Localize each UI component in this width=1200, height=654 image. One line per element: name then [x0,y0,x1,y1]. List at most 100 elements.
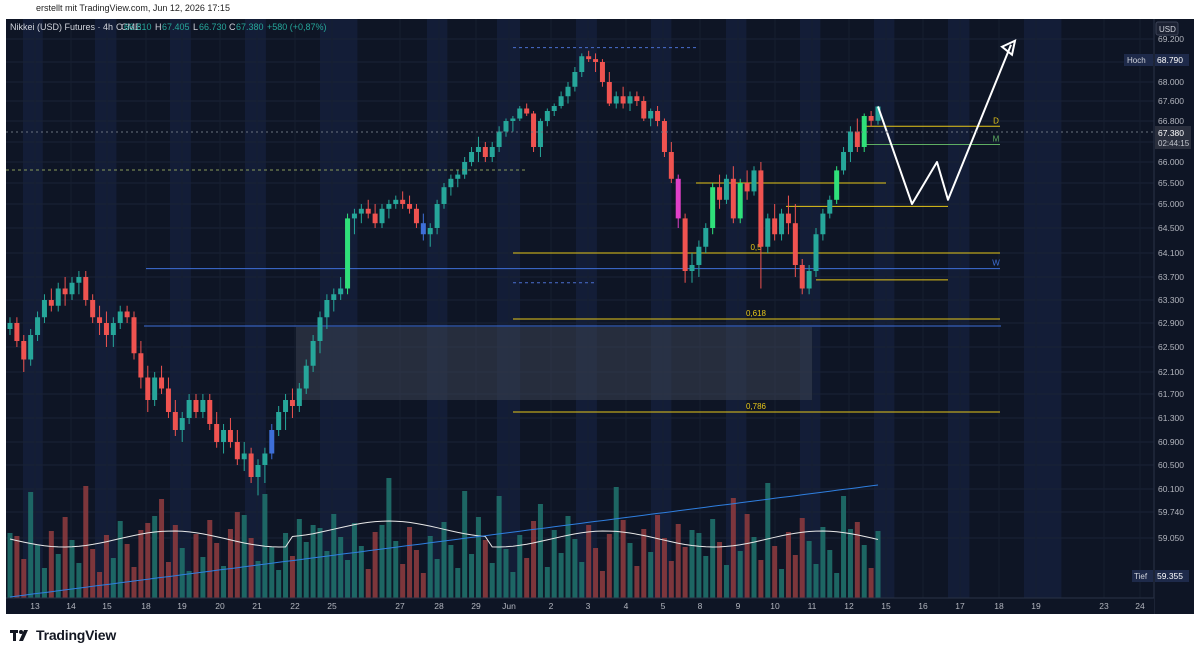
volume-bar [76,563,82,598]
candle [813,228,819,277]
volume-bar [193,534,199,598]
candle [400,191,406,209]
volume-bar [358,546,364,598]
volume-bar [420,573,426,598]
tradingview-brand[interactable]: TradingView [10,627,116,643]
svg-text:Tief: Tief [1134,572,1148,581]
candle [407,195,413,214]
candle [675,174,681,228]
candle [772,204,778,241]
volume-ma-white [9,520,879,548]
candle [351,208,357,235]
volume-bar [599,571,605,598]
candle [83,271,89,306]
candle [627,91,633,111]
volume-bar [248,538,254,598]
demand-zone [296,327,812,400]
volume-bar [648,552,654,598]
candle [41,294,47,323]
volume-bar [579,562,585,598]
price-tick-label: 65.000 [1158,199,1184,209]
time-tick-label: 20 [215,601,225,611]
candle [434,199,440,235]
volume-bar [696,533,702,598]
candle [131,311,137,360]
candle [234,430,240,465]
volume-bar [227,529,233,598]
candle [331,288,337,312]
volume-bar [723,565,729,598]
volume-bar [613,487,619,598]
volume-bar [779,569,785,598]
price-tick-label: 66.800 [1158,116,1184,126]
candle [689,253,695,283]
candle [868,111,874,127]
candle [537,118,543,157]
volume-bar [90,549,96,598]
volume-bar [338,537,344,598]
candle [269,424,275,460]
volume-bar [407,527,413,598]
volume-bar [806,541,812,598]
volume-bar [434,559,440,598]
top-bar: erstellt mit TradingView.com, Jun 12, 20… [0,0,1200,18]
volume-bar [765,483,771,598]
candle [379,204,385,228]
candle [696,240,702,277]
volume-bar [138,530,144,598]
volume-bar [861,545,867,598]
price-tick-label: 68.000 [1158,77,1184,87]
candle [97,305,103,335]
candle [841,147,847,175]
time-tick-label: 4 [624,601,629,611]
candle [517,106,523,121]
volume-bar [172,525,178,598]
candle [723,174,729,204]
price-tick-label: 67.600 [1158,96,1184,106]
volume-bar [179,548,185,598]
legend-h-label: H [155,22,162,32]
candle [117,305,123,329]
candle [172,400,178,436]
volume-bar [41,568,47,598]
candle [606,72,612,106]
candle [317,311,323,354]
time-tick-label: 9 [736,601,741,611]
volume-bar [62,517,68,598]
session-band [576,19,597,598]
candle [806,265,812,295]
session-band [245,19,266,598]
price-tick-label: 66.000 [1158,157,1184,167]
candle [165,377,171,418]
chart-area[interactable]: 0,5 0,618 0,786 D M W Nikkei (USD) Futures · … [6,19,1194,614]
volume-bar [627,543,633,598]
level-lines: 0,5 0,618 0,786 D M W [146,47,1000,413]
candlestick-chart[interactable]: 0,5 0,618 0,786 D M W Nikkei (USD) Futures · … [6,19,1194,614]
candle [441,183,447,209]
candles [7,50,881,496]
time-tick-label: 19 [1031,601,1041,611]
volume-bar [531,521,537,598]
volume-bar [558,553,564,598]
candle [303,359,309,394]
time-tick-label: 27 [395,601,405,611]
volume-bar [103,535,109,598]
volume-bar [255,561,261,598]
volume-bar [427,536,433,598]
legend-c-label: C [229,22,236,32]
level-label: D [993,116,999,125]
volume-bar [469,554,475,598]
session-band [427,19,448,598]
candle [262,447,268,483]
time-tick-label: 19 [177,601,187,611]
level-label: 0,618 [746,309,767,318]
candle [544,108,550,127]
volume-bar [303,542,309,598]
candle [482,142,488,162]
session-band [23,19,43,598]
candle [221,424,227,454]
price-tick-label: 60.500 [1158,460,1184,470]
currency-badge[interactable]: USD [1155,21,1179,36]
time-tick-label: 11 [808,601,817,611]
session-band [170,19,191,598]
